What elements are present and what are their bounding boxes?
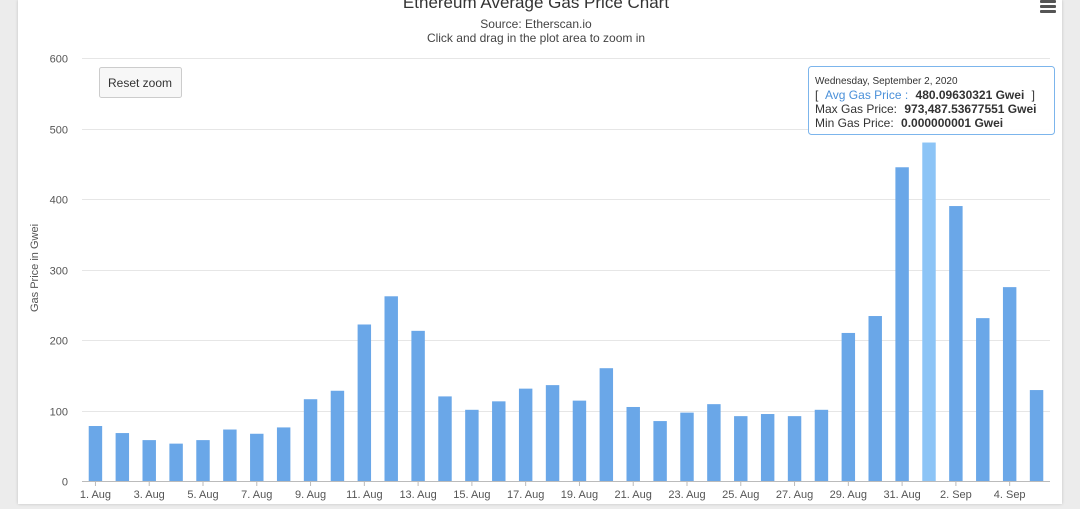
chart-title: Ethereum Average Gas Price Chart: [403, 0, 669, 12]
bar[interactable]: [572, 400, 587, 481]
bar[interactable]: [868, 316, 882, 481]
tooltip-avg-value: 480.09630321 Gwei: [916, 88, 1025, 102]
x-tick-label: 23. Aug: [668, 489, 705, 501]
tooltip-min-label: Min Gas Price:: [815, 116, 894, 130]
bar[interactable]: [626, 406, 640, 481]
bar[interactable]: [734, 416, 748, 481]
y-axis-label: Gas Price in Gwei: [29, 224, 41, 312]
x-tick-label: 11. Aug: [346, 489, 383, 501]
gas-price-chart[interactable]: Ethereum Average Gas Price Chart Source:…: [18, 0, 1062, 504]
bar[interactable]: [438, 396, 452, 481]
bar[interactable]: [223, 429, 237, 481]
tooltip-open-bracket: [: [815, 88, 819, 102]
x-tick-label: 2. Sep: [940, 489, 972, 501]
tooltip-close-bracket: ]: [1032, 88, 1035, 102]
x-tick-label: 17. Aug: [507, 489, 544, 501]
y-tick-label: 200: [50, 336, 68, 348]
bar[interactable]: [599, 368, 614, 481]
bar[interactable]: [169, 443, 183, 481]
tooltip-avg-line: [ Avg Gas Price : 480.09630321 Gwei ]: [815, 88, 1035, 102]
bar[interactable]: [787, 416, 802, 481]
hamburger-menu-icon[interactable]: [1028, 0, 1068, 18]
reset-zoom-label: Reset zoom: [108, 76, 172, 90]
bar[interactable]: [518, 388, 533, 481]
x-tick-label: 25. Aug: [722, 489, 759, 501]
tooltip-avg-label: Avg Gas Price :: [825, 88, 908, 102]
grid-lines: [82, 58, 1050, 482]
x-tick-label: 7. Aug: [241, 489, 272, 501]
bar[interactable]: [545, 385, 560, 481]
tooltip-date: Wednesday, September 2, 2020: [815, 76, 958, 87]
x-tick-label: 31. Aug: [883, 489, 920, 501]
bar[interactable]: [1029, 390, 1044, 481]
y-tick-label: 400: [50, 195, 68, 207]
x-tick-label: 27. Aug: [776, 489, 813, 501]
x-tick-label: 13. Aug: [399, 489, 436, 501]
x-tick-label: 29. Aug: [830, 489, 867, 501]
x-tick-label: 9. Aug: [295, 489, 326, 501]
bar[interactable]: [330, 390, 345, 481]
bar[interactable]: [384, 296, 398, 481]
y-tick-label: 600: [50, 54, 68, 66]
x-tick-label: 4. Sep: [994, 489, 1026, 501]
x-axis-ticks: 1. Aug 3. Aug 5. Aug 7. Aug 9. Aug 11. Aug 13.…: [80, 481, 1026, 501]
chart-container: Ethereum Average Gas Price Chart Source:…: [18, 0, 1062, 504]
bar[interactable]: [303, 399, 318, 481]
x-tick-label: 5. Aug: [187, 489, 218, 501]
y-tick-label: 300: [50, 266, 68, 278]
tooltip-max-value: 973,487.53677551 Gwei: [904, 102, 1036, 116]
tooltip-min-value: 0.000000001 Gwei: [901, 116, 1003, 130]
bar[interactable]: [653, 421, 667, 481]
chart-subtitle-source: Source: Etherscan.io: [480, 17, 592, 31]
bar[interactable]: [680, 412, 694, 481]
bar[interactable]: [949, 206, 963, 482]
reset-zoom-button[interactable]: Reset zoom: [99, 67, 182, 98]
bar[interactable]: [760, 414, 775, 481]
bar[interactable]: [411, 330, 425, 481]
tooltip-min-line: Min Gas Price: 0.000000001 Gwei: [815, 116, 1003, 130]
bar[interactable]: [357, 324, 372, 481]
bar[interactable]: [196, 440, 210, 481]
bar[interactable]: [922, 142, 936, 481]
bar[interactable]: [115, 433, 130, 481]
x-tick-label: 3. Aug: [134, 489, 165, 501]
bar[interactable]: [250, 433, 264, 481]
tooltip: Wednesday, September 2, 2020 [ Avg Gas P…: [808, 66, 1055, 135]
tooltip-max-label: Max Gas Price:: [815, 102, 897, 116]
bar[interactable]: [841, 332, 856, 481]
bar[interactable]: [276, 427, 291, 481]
y-tick-label: 100: [50, 407, 68, 419]
bar[interactable]: [88, 426, 103, 481]
bar[interactable]: [465, 409, 479, 481]
bar[interactable]: [1002, 287, 1017, 482]
x-tick-label: 1. Aug: [80, 489, 111, 501]
bar[interactable]: [976, 318, 990, 481]
x-tick-label: 21. Aug: [615, 489, 652, 501]
tooltip-max-line: Max Gas Price: 973,487.53677551 Gwei: [815, 102, 1037, 116]
bar[interactable]: [707, 404, 721, 481]
bar[interactable]: [814, 409, 829, 481]
bar[interactable]: [895, 167, 909, 481]
y-axis-ticks: 0 100 200 300 400 500 600: [50, 54, 68, 489]
bar[interactable]: [142, 440, 156, 481]
y-tick-label: 500: [50, 125, 68, 137]
x-tick-label: 19. Aug: [561, 489, 598, 501]
x-tick-label: 15. Aug: [453, 489, 490, 501]
y-tick-label: 0: [62, 477, 68, 489]
bar-series: [88, 142, 1044, 482]
chart-subtitle-hint: Click and drag in the plot area to zoom …: [427, 31, 645, 45]
bar[interactable]: [492, 401, 506, 481]
